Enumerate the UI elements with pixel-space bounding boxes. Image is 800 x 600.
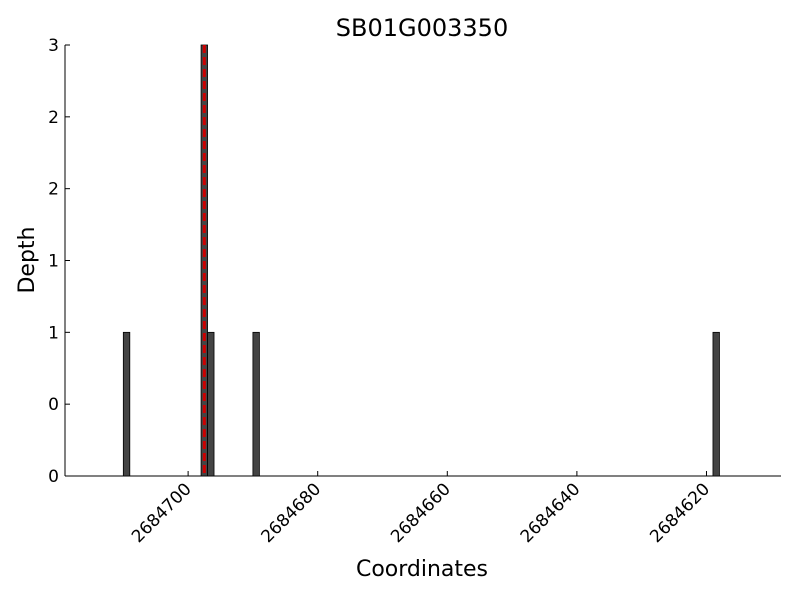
y-tick-label: 1: [48, 252, 59, 272]
bar: [122, 331, 131, 477]
x-tick-label: 2684680: [258, 479, 326, 547]
y-tick-label: 0: [48, 395, 59, 415]
x-tick-label: 2684660: [387, 479, 455, 547]
bar: [712, 331, 720, 477]
x-axis-label: Coordinates: [356, 557, 488, 582]
bar: [252, 331, 260, 477]
y-tick-label: 1: [48, 323, 59, 343]
x-tick-label: 2684700: [128, 479, 196, 547]
x-tick-label: 2684640: [517, 479, 585, 547]
y-tick-label: 0: [48, 467, 59, 487]
y-tick-label: 2: [48, 108, 59, 128]
y-tick-label: 2: [48, 180, 59, 200]
y-axis-label: Depth: [15, 226, 40, 293]
x-tick-label: 2684620: [646, 479, 714, 547]
bar: [207, 331, 215, 477]
chart-title: SB01G003350: [336, 14, 508, 42]
y-tick-label: 3: [48, 36, 59, 56]
